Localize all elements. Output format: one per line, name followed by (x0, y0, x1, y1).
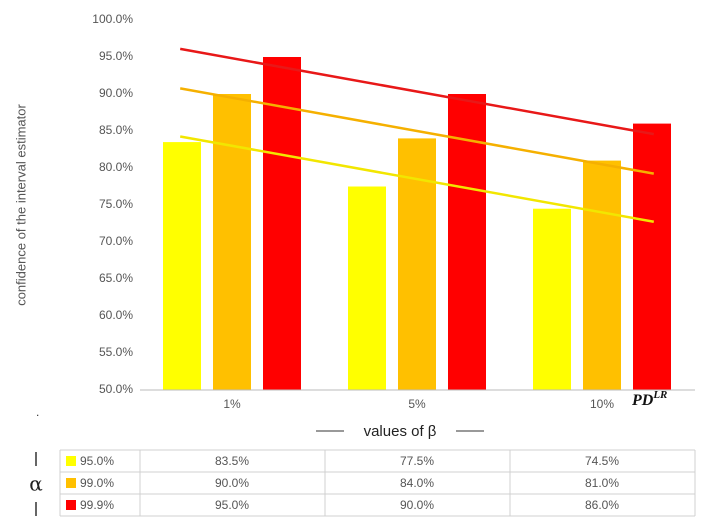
trendline (179, 87, 655, 175)
legend-swatch (66, 500, 76, 510)
trendline (179, 135, 655, 223)
corner-label-sup: LR (652, 389, 667, 401)
table-value: 86.0% (585, 498, 619, 512)
legend-swatch (66, 456, 76, 466)
legend-label: 99.9% (80, 498, 114, 512)
trendline (179, 47, 655, 136)
table-value: 77.5% (400, 454, 434, 468)
y-tick-label: 65.0% (99, 271, 133, 285)
y-tick-label: 85.0% (99, 123, 133, 137)
corner-label: PDLR (631, 389, 667, 409)
legend-swatch (66, 478, 76, 488)
y-tick-label: 50.0% (99, 382, 133, 396)
legend-label: 99.0% (80, 476, 114, 490)
bar (213, 94, 251, 390)
y-tick-label: 75.0% (99, 197, 133, 211)
table-value: 95.0% (215, 498, 249, 512)
bar (263, 57, 301, 390)
table-value: 90.0% (215, 476, 249, 490)
table-value: 74.5% (585, 454, 619, 468)
y-tick-label: 55.0% (99, 345, 133, 359)
table-value: 90.0% (400, 498, 434, 512)
y-tick-label: 60.0% (99, 308, 133, 322)
table-value: 81.0% (585, 476, 619, 490)
bar (583, 160, 621, 390)
x-tick-label: 10% (590, 397, 614, 411)
x-axis-label: values of β (364, 423, 437, 440)
x-tick-label: 1% (223, 397, 241, 411)
legend-label: 95.0% (80, 454, 114, 468)
bar (348, 186, 386, 390)
bar (163, 142, 201, 390)
bar (533, 208, 571, 390)
table-row-header: α (29, 472, 43, 496)
y-tick-label: 100.0% (92, 12, 133, 26)
y-tick-label: 80.0% (99, 160, 133, 174)
x-tick-label: 5% (408, 397, 426, 411)
y-tick-label: 90.0% (99, 86, 133, 100)
y-tick-label: 70.0% (99, 234, 133, 248)
y-tick-label: 95.0% (99, 49, 133, 63)
y-axis-label: confidence of the interval estimator (13, 104, 28, 306)
bar (633, 123, 671, 390)
dot: . (36, 405, 39, 419)
table-value: 83.5% (215, 454, 249, 468)
corner-label-main: PD (631, 392, 654, 409)
table-value: 84.0% (400, 476, 434, 490)
